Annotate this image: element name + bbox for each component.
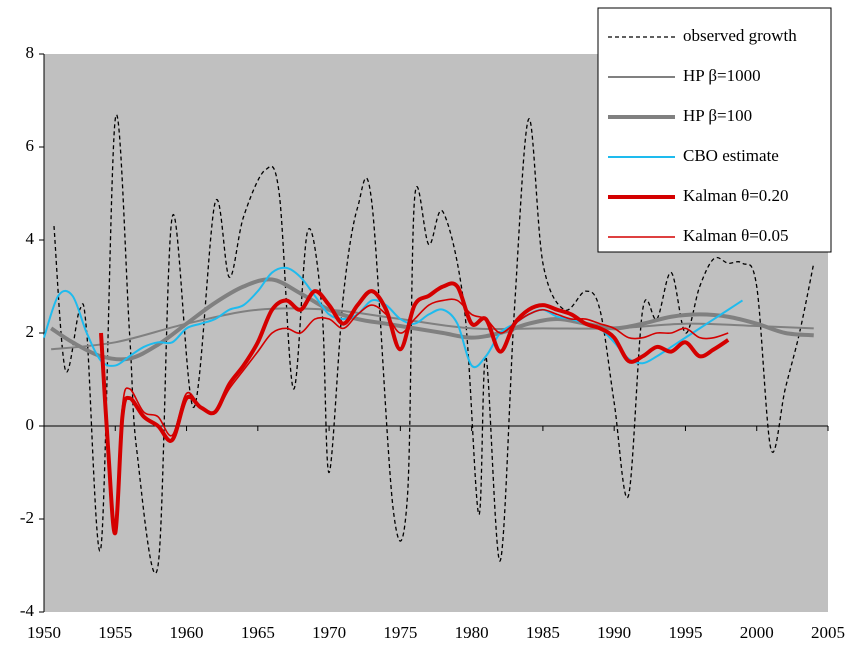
x-tick-label: 1950 xyxy=(27,623,61,642)
series-line xyxy=(53,114,815,574)
legend-label: Kalman θ=0.05 xyxy=(683,226,789,245)
x-tick-label: 1990 xyxy=(597,623,631,642)
x-tick-label: 1975 xyxy=(383,623,417,642)
x-tick-label: 1985 xyxy=(526,623,560,642)
y-tick-label: 0 xyxy=(26,415,35,434)
x-tick-label: 2005 xyxy=(811,623,845,642)
series-line xyxy=(51,307,814,351)
legend: observed growth HP β=1000 HP β=100 CBO esti… xyxy=(597,7,832,253)
legend-label: HP β=1000 xyxy=(683,66,761,85)
x-tick-label: 1965 xyxy=(241,623,275,642)
y-tick-label: 8 xyxy=(26,43,35,62)
y-tick-label: -4 xyxy=(20,601,35,620)
legend-label: observed growth xyxy=(683,26,797,45)
x-tick-label: 1970 xyxy=(312,623,346,642)
series-line xyxy=(100,298,729,530)
series-line xyxy=(99,281,730,535)
x-tick-label: 1980 xyxy=(455,623,489,642)
legend-label: HP β=100 xyxy=(683,106,752,125)
y-tick-label: 4 xyxy=(26,229,35,248)
legend-label: CBO estimate xyxy=(683,146,779,165)
x-tick-label: 1960 xyxy=(170,623,204,642)
y-tick-label: 2 xyxy=(26,322,35,341)
legend-box xyxy=(597,7,832,253)
y-tick-label: -2 xyxy=(20,508,34,527)
series-line xyxy=(50,277,814,362)
x-tick-label: 1995 xyxy=(668,623,702,642)
x-tick-label: 1955 xyxy=(98,623,132,642)
x-tick-label: 2000 xyxy=(740,623,774,642)
y-tick-label: 6 xyxy=(26,136,35,155)
legend-label: Kalman θ=0.20 xyxy=(683,186,789,205)
